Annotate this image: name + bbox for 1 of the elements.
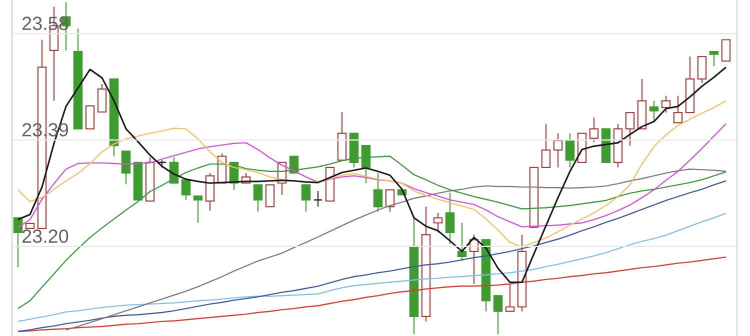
y-tick-label: 23.20 xyxy=(22,229,68,243)
